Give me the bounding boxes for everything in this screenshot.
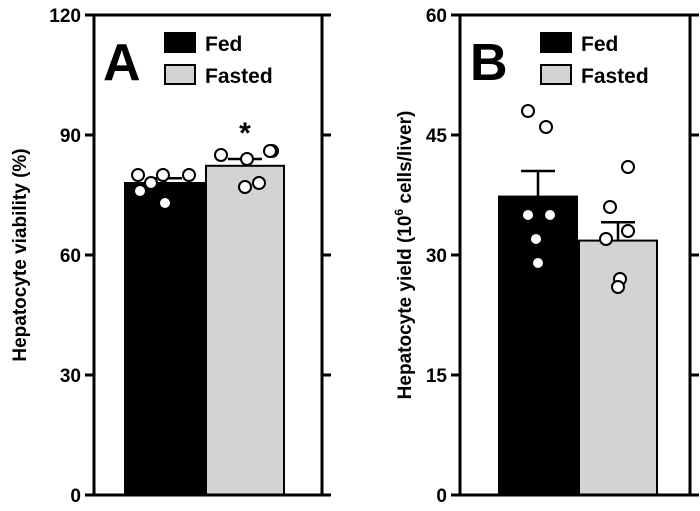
bar-fed [124, 182, 206, 496]
data-point [156, 168, 170, 182]
legend-swatch-fed [164, 32, 196, 53]
panel-letter: B [470, 34, 508, 92]
legend-swatch-fasted [540, 64, 572, 85]
data-point [158, 196, 172, 210]
data-point [144, 176, 158, 190]
data-point [182, 168, 196, 182]
legend-swatch-fasted [164, 64, 196, 85]
y-tick-label: 15 [426, 366, 448, 387]
panel-b: 0 15 30 45 60 Hepatocyte yield (106 cells/liv… [392, 6, 699, 507]
data-point [131, 168, 145, 182]
y-tick-label: 60 [426, 6, 447, 27]
y-tick-label: 0 [70, 486, 81, 507]
bar-fed [498, 195, 578, 496]
data-point [531, 256, 545, 270]
y-tick-label: 120 [49, 6, 81, 27]
data-point [252, 176, 266, 190]
bar-fasted [205, 164, 285, 497]
legend-label-fasted: Fasted [205, 65, 273, 88]
legend-label-fasted: Fasted [581, 65, 649, 88]
legend-label-fed: Fed [581, 33, 618, 56]
data-point [611, 280, 625, 294]
y-tick-label: 90 [60, 126, 81, 147]
y-tick-label: 30 [426, 246, 447, 267]
data-point [521, 104, 535, 118]
data-point [543, 208, 557, 222]
panel-a: 0 30 60 90 120 Hepatocyte viability (%) A Fed Fa… [10, 6, 331, 507]
data-point [214, 148, 228, 162]
y-tick-label: 30 [60, 366, 81, 387]
data-point [521, 208, 535, 222]
data-point [133, 184, 147, 198]
data-point [238, 180, 252, 194]
legend-swatch-fed [540, 32, 572, 53]
data-point [263, 144, 277, 158]
y-axis-label-suffix: cells/liver) [395, 111, 416, 209]
y-tick-label: 60 [60, 246, 81, 267]
data-point [621, 160, 635, 174]
data-point [529, 232, 543, 246]
data-point [599, 232, 613, 246]
y-tick-label: 0 [436, 486, 447, 507]
y-tick-label: 45 [426, 126, 448, 147]
data-point [240, 152, 254, 166]
y-axis-label-superscript: 6 [392, 209, 406, 216]
data-point [603, 200, 617, 214]
panel-letter: A [103, 34, 141, 92]
y-axis-label: Hepatocyte viability (%) [10, 148, 31, 361]
significance-marker: * [239, 117, 251, 150]
data-point [539, 120, 553, 134]
legend-label-fed: Fed [205, 33, 242, 56]
data-point [621, 224, 635, 238]
y-axis-label: Hepatocyte yield (106 cells/liver) [392, 111, 416, 400]
